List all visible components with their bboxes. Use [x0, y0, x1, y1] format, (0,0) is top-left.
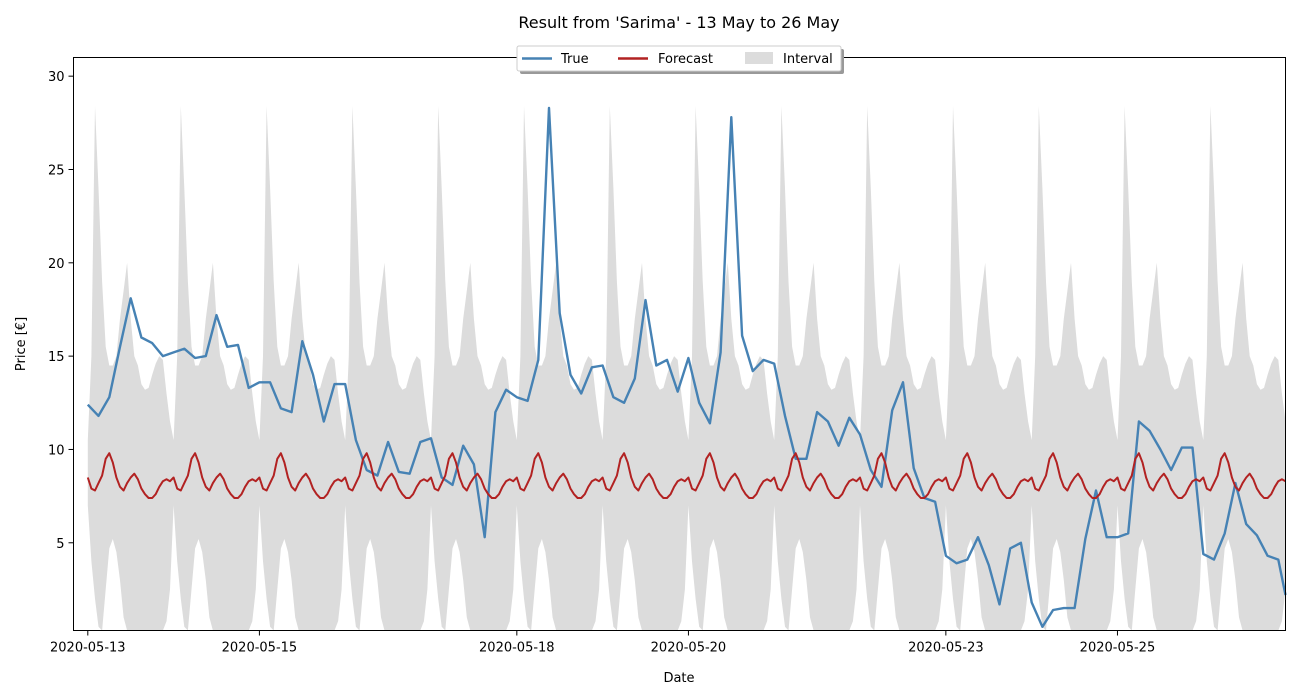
legend-interval-label: Interval — [783, 52, 833, 67]
chart-title: Result from 'Sarima' - 13 May to 26 May — [518, 13, 839, 32]
x-axis-label: Date — [663, 671, 694, 686]
y-tick-label: 30 — [48, 70, 65, 85]
y-tick-label: 15 — [48, 350, 65, 365]
x-tick-label: 2020-05-25 — [1080, 641, 1156, 656]
legend-true-label: True — [560, 52, 589, 67]
plot-area — [86, 106, 1287, 631]
x-axis: 2020-05-13 2020-05-15 2020-05-18 2020-05-20… — [50, 630, 1156, 656]
x-tick-label: 2020-05-23 — [908, 641, 984, 656]
legend-forecast-label: Forecast — [658, 52, 713, 67]
y-axis-label: Price [€] — [14, 317, 29, 371]
y-tick-label: 10 — [48, 443, 65, 458]
x-tick-label: 2020-05-15 — [222, 641, 298, 656]
forecast-series-line — [86, 452, 1286, 499]
x-tick-label: 2020-05-20 — [651, 641, 727, 656]
y-tick-label: 5 — [56, 537, 64, 552]
y-axis: 5 10 15 20 25 30 — [48, 70, 74, 552]
true-series-line — [86, 106, 1287, 628]
y-tick-label: 25 — [48, 163, 65, 178]
x-tick-label: 2020-05-18 — [479, 641, 555, 656]
y-tick-label: 20 — [48, 257, 65, 272]
x-tick-label: 2020-05-13 — [50, 641, 126, 656]
legend-interval-swatch — [745, 52, 773, 64]
legend: True Forecast Interval — [516, 45, 844, 74]
interval-band — [87, 106, 1286, 631]
